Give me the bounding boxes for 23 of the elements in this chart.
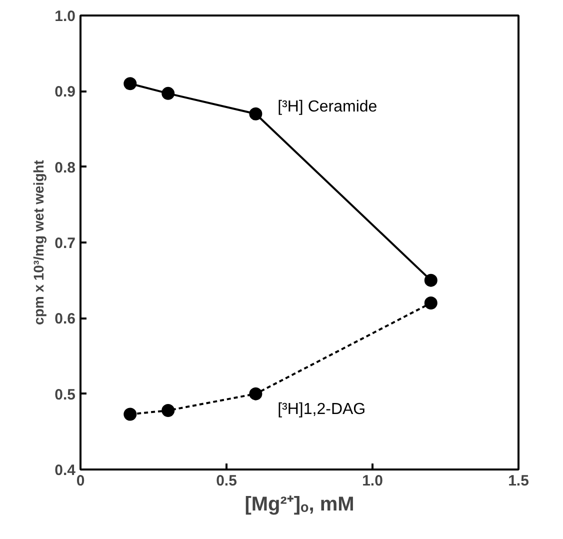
- point: [124, 77, 137, 90]
- y-tick-label: 0.8: [54, 159, 76, 176]
- x-axis-title: [Mg²⁺]ₒ, mM: [244, 494, 354, 516]
- point: [424, 274, 438, 287]
- y-tick-label: 0.5: [54, 386, 76, 404]
- point: [424, 296, 438, 310]
- y-tick-label: 1.0: [54, 8, 76, 25]
- y-tick-label: 0.4: [54, 462, 76, 479]
- x-tick-label: 1.5: [508, 472, 529, 490]
- point: [249, 107, 262, 120]
- y-tick-label: 0.9: [54, 84, 76, 101]
- x-tick-label: 0.5: [216, 472, 237, 490]
- y-tick-label: 0.7: [54, 235, 76, 252]
- series-label: [³H]1,2-DAG: [278, 401, 366, 418]
- point: [124, 408, 137, 421]
- point: [162, 404, 175, 417]
- x-tick-label: 1.0: [362, 472, 383, 490]
- x-tick-label: 0: [76, 472, 85, 490]
- series-label: [³H] Ceramide: [278, 98, 378, 116]
- point: [162, 86, 175, 100]
- point: [249, 387, 262, 400]
- y-axis-title: cpm x 10³/mg wet weight: [30, 160, 47, 325]
- y-tick-label: 0.6: [54, 310, 76, 328]
